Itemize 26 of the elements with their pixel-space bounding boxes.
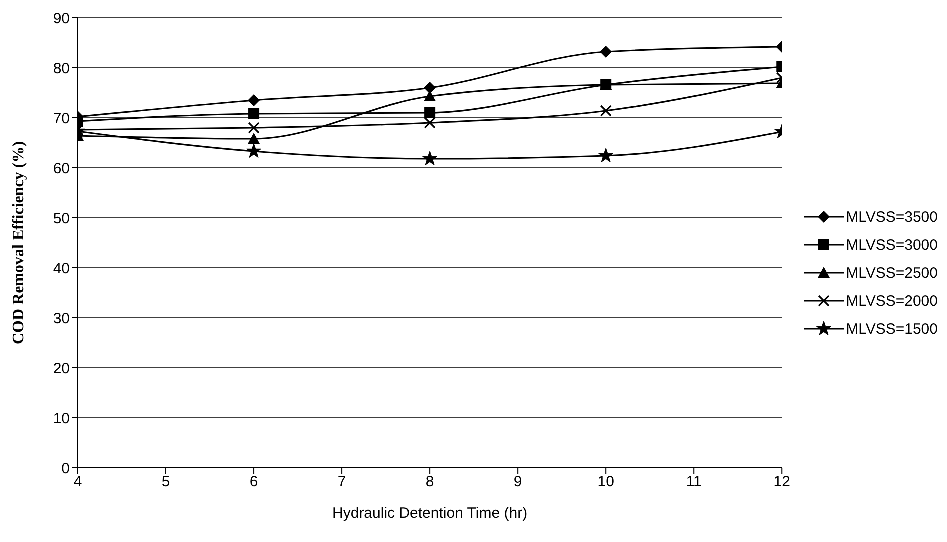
x-tick-label: 7 — [338, 474, 346, 491]
x-tick-label: 9 — [514, 474, 522, 491]
x-tick-label: 6 — [250, 474, 258, 491]
y-tick-label: 0 — [62, 460, 70, 478]
y-tick-label: 60 — [53, 160, 70, 178]
y-tick-label: 20 — [53, 360, 70, 378]
y-tick-label: 10 — [53, 410, 70, 428]
x-tick-label: 5 — [162, 474, 170, 491]
x-tick-label: 11 — [686, 474, 702, 491]
y-tick-label: 90 — [53, 10, 70, 28]
x-tick-label: 10 — [598, 474, 614, 491]
x-tick-label: 12 — [774, 474, 790, 491]
y-tick-label: 70 — [53, 110, 70, 128]
y-axis-title: COD Removal Efficiency (%) — [10, 141, 28, 345]
y-tick-label: 50 — [53, 210, 70, 228]
legend-label: MLVSS=2000 — [846, 292, 938, 310]
legend-label: MLVSS=1500 — [846, 320, 938, 338]
legend-label: MLVSS=2500 — [846, 264, 938, 282]
y-tick-label: 30 — [53, 310, 70, 328]
x-axis-title: Hydraulic Detention Time (hr) — [332, 505, 528, 522]
y-tick-label: 80 — [53, 60, 70, 78]
legend-label: MLVSS=3500 — [846, 208, 938, 226]
x-tick-label: 8 — [426, 474, 434, 491]
legend-label: MLVSS=3000 — [846, 236, 938, 254]
x-tick-label: 4 — [74, 474, 82, 491]
y-tick-label: 40 — [53, 260, 70, 278]
